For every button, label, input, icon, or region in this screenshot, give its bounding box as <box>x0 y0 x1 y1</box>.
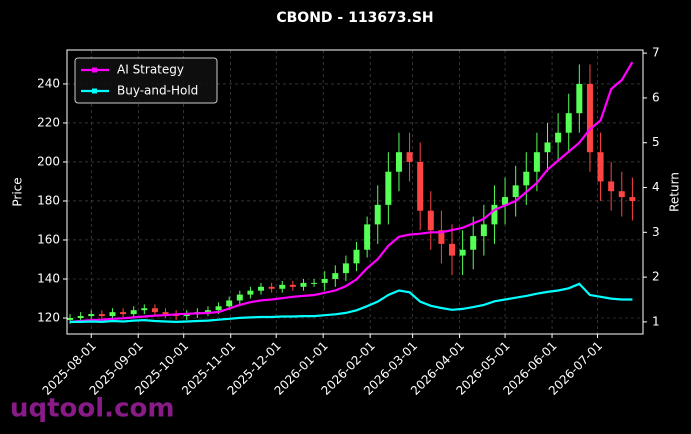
y2-tick-label: 3 <box>652 225 660 239</box>
candle-body <box>491 204 498 225</box>
candle-body <box>555 132 562 143</box>
candle-body <box>459 249 466 256</box>
legend-marker <box>92 67 97 73</box>
y-tick-label: 240 <box>37 76 60 90</box>
watermark: uqtool.com <box>10 394 174 424</box>
candle-body <box>67 318 74 320</box>
candle-body <box>98 314 105 317</box>
legend-label: AI Strategy <box>117 63 184 77</box>
candle-body <box>470 236 477 250</box>
candle-body <box>289 284 296 287</box>
y2-tick-label: 5 <box>652 135 660 149</box>
legend-box <box>74 57 218 104</box>
candle-body <box>204 310 211 313</box>
y2-tick-label: 1 <box>652 314 660 328</box>
candle-body <box>597 152 604 182</box>
candle-body <box>226 300 233 307</box>
y2-tick-label: 7 <box>652 46 660 60</box>
candle-body <box>77 316 84 319</box>
candle-body <box>395 152 402 172</box>
candle-body <box>608 181 615 192</box>
y-tick-label: 200 <box>37 154 60 168</box>
candle-body <box>417 161 424 211</box>
candle-body <box>141 308 148 311</box>
candle-body <box>618 191 625 198</box>
candle-body <box>565 113 572 133</box>
candle-body <box>449 243 456 256</box>
candle-body <box>342 263 349 274</box>
candle-body <box>438 230 445 244</box>
chart-title: CBOND - 113673.SH <box>276 10 433 26</box>
series-line <box>70 282 633 324</box>
candle-body <box>480 224 487 237</box>
candle-body <box>247 290 254 295</box>
candle-body <box>544 142 551 153</box>
candle-body <box>311 282 318 284</box>
candle-body <box>533 152 540 172</box>
candle-body <box>162 312 169 315</box>
candle-body <box>406 152 413 162</box>
candle-body <box>523 171 530 186</box>
candle-body <box>236 294 243 301</box>
legend-label: Buy-and-Hold <box>117 84 198 98</box>
candle-body <box>151 308 158 313</box>
y2-tick-label: 2 <box>652 270 660 284</box>
candle-body <box>130 310 137 315</box>
y2-tick-label: 6 <box>652 90 660 104</box>
candle-body <box>300 282 307 287</box>
y-tick-label: 160 <box>37 232 60 246</box>
candle-body <box>268 286 275 289</box>
y-tick-label: 140 <box>37 271 60 285</box>
candle-body <box>279 284 286 289</box>
y2-tick-label: 4 <box>652 180 660 194</box>
candle-body <box>374 204 381 225</box>
candle-body <box>427 210 434 231</box>
candle-body <box>629 197 636 201</box>
y-axis-label: Price <box>11 177 25 206</box>
y2-axis-label: Return <box>668 172 682 212</box>
candle-body <box>321 278 328 283</box>
candle-body <box>576 83 583 114</box>
y-tick-label: 220 <box>37 115 60 129</box>
y-tick-label: 120 <box>37 311 60 325</box>
candle-body <box>364 224 371 250</box>
candle-body <box>109 312 116 317</box>
candle-body <box>353 249 360 264</box>
candle-body <box>332 273 339 279</box>
plot-frame <box>66 49 644 335</box>
candle-body <box>88 314 95 317</box>
series-line <box>69 61 634 323</box>
candle-body <box>502 197 509 205</box>
y-tick-label: 180 <box>37 193 60 207</box>
candle-body <box>120 312 127 315</box>
candle-body <box>512 185 519 198</box>
candle-body <box>183 314 190 317</box>
candle-body <box>385 171 392 205</box>
legend: AI Strategy Buy-and-Hold <box>74 57 218 104</box>
candle-body <box>258 286 265 291</box>
candle-body <box>586 83 593 153</box>
candle-body <box>215 306 222 311</box>
legend-marker <box>92 88 97 94</box>
